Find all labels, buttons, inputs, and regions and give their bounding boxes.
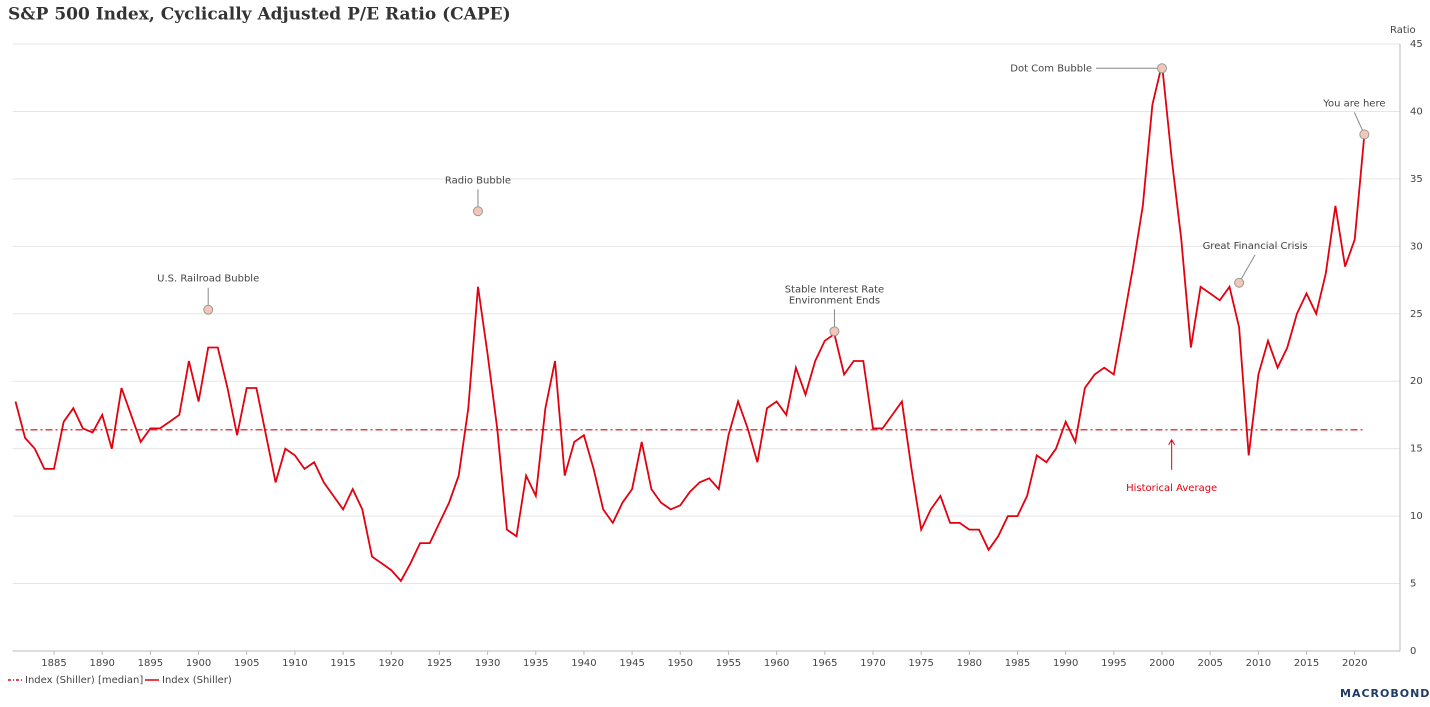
annotation-marker	[1157, 63, 1168, 74]
annotation-marker	[1234, 277, 1245, 288]
y-tick-label: 30	[1410, 241, 1423, 252]
x-tick-label: 2005	[1197, 658, 1222, 669]
y-axis-label: Ratio	[1390, 25, 1416, 36]
x-tick-label: 1995	[1101, 658, 1126, 669]
annotation-label: Stable Interest Rate	[785, 284, 885, 295]
y-tick-label: 25	[1410, 309, 1423, 320]
y-tick-label: 0	[1410, 646, 1416, 657]
x-tick-label: 2020	[1342, 658, 1367, 669]
x-tick-label: 1975	[908, 658, 933, 669]
annotation-marker	[829, 326, 840, 337]
legend-label: Index (Shiller)	[162, 675, 232, 686]
x-tick-label: 1980	[957, 658, 982, 669]
x-tick-label: 1965	[812, 658, 837, 669]
y-tick-label: 10	[1410, 511, 1423, 522]
y-tick-label: 35	[1410, 174, 1423, 185]
x-tick-label: 1935	[523, 658, 548, 669]
chart-title: S&P 500 Index, Cyclically Adjusted P/E R…	[8, 5, 511, 25]
annotation-label: Environment Ends	[789, 295, 880, 306]
x-tick-label: 2010	[1246, 658, 1271, 669]
x-tick-label: 1890	[89, 658, 114, 669]
median-arrow	[1168, 438, 1176, 470]
x-tick-label: 1985	[1005, 658, 1030, 669]
x-tick-label: 1930	[475, 658, 500, 669]
x-tick-label: 1960	[764, 658, 789, 669]
annotation-label: Radio Bubble	[445, 175, 511, 186]
x-tick-label: 1925	[427, 658, 452, 669]
y-tick-label: 45	[1410, 39, 1423, 50]
series-line	[14, 63, 1366, 583]
x-tick-label: 2015	[1294, 658, 1319, 669]
x-tick-label: 1990	[1053, 658, 1078, 669]
legend-label: Index (Shiller) [median]	[25, 675, 143, 686]
annotation-leader	[1238, 254, 1256, 284]
y-tick-label: 5	[1410, 579, 1416, 590]
x-tick-label: 1970	[860, 658, 885, 669]
x-tick-label: 1955	[716, 658, 741, 669]
y-tick-label: 20	[1410, 376, 1423, 387]
annotation-label: Great Financial Crisis	[1203, 241, 1308, 252]
y-tick-label: 15	[1410, 444, 1423, 455]
annotation-label: Dot Com Bubble	[1010, 63, 1092, 74]
x-tick-label: 1940	[571, 658, 596, 669]
source-logo: MACROBOND	[1340, 687, 1430, 700]
x-tick-label: 1905	[234, 658, 259, 669]
annotation-marker	[472, 206, 483, 217]
y-tick-label: 40	[1410, 106, 1423, 117]
median-label: Historical Average	[1126, 483, 1217, 494]
x-tick-label: 2000	[1149, 658, 1174, 669]
annotation-label: You are here	[1322, 98, 1385, 109]
annotation-marker	[1359, 129, 1370, 140]
x-tick-label: 1885	[41, 658, 66, 669]
x-tick-label: 1945	[619, 658, 644, 669]
x-tick-label: 1910	[282, 658, 307, 669]
x-tick-label: 1895	[138, 658, 163, 669]
x-tick-label: 1920	[379, 658, 404, 669]
annotation-marker	[203, 304, 214, 315]
x-tick-label: 1915	[330, 658, 355, 669]
x-tick-label: 1950	[668, 658, 693, 669]
x-tick-label: 1900	[186, 658, 211, 669]
annotation-label: U.S. Railroad Bubble	[157, 274, 259, 285]
